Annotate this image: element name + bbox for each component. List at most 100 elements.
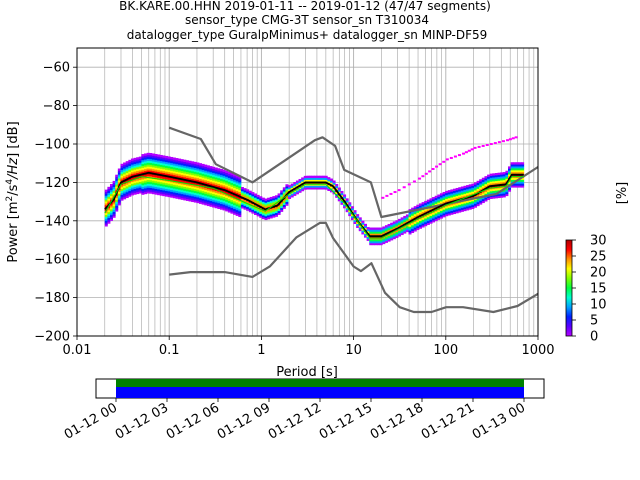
- heatmap-cell: [332, 190, 336, 193]
- heatmap-cell: [361, 224, 365, 227]
- heatmap-cell: [204, 172, 208, 175]
- heatmap-cell: [117, 170, 121, 173]
- heatmap-cell: [238, 205, 242, 208]
- heatmap-cell: [384, 230, 388, 234]
- heatmap-cell: [217, 185, 221, 188]
- heatmap-cell: [361, 232, 365, 235]
- heatmap-cell: [227, 183, 231, 186]
- heatmap-cell: [112, 213, 116, 216]
- heatmap-cell: [337, 195, 341, 198]
- heatmap-cell: [164, 161, 168, 165]
- heatmap-cell: [481, 183, 485, 186]
- heatmap-cell: [154, 178, 158, 182]
- heatmap-cell: [434, 197, 438, 201]
- heatmap-cell: [489, 183, 493, 186]
- heatmap-cell: [363, 227, 368, 230]
- heatmap-cell: [479, 192, 483, 196]
- heatmap-cell: [458, 191, 462, 194]
- heatmap-cell: [288, 187, 292, 190]
- heatmap-cell: [374, 242, 378, 246]
- heatmap-cell: [146, 152, 150, 156]
- heatmap-cell: [473, 205, 477, 208]
- heatmap-cell: [350, 215, 354, 219]
- heatmap-cell: [439, 197, 443, 200]
- heatmap-cell: [463, 195, 467, 198]
- heatmap-cell: [157, 190, 161, 194]
- heatmap-cell: [191, 165, 195, 168]
- heatmap-cell: [447, 209, 451, 212]
- heatmap-cell: [259, 211, 263, 214]
- heatmap-cell: [455, 191, 459, 195]
- outlier-cell: [470, 148, 474, 151]
- heatmap-cell: [363, 233, 368, 236]
- heatmap-cell: [329, 180, 333, 183]
- heatmap-cell: [500, 174, 504, 177]
- heatmap-cell: [133, 177, 137, 180]
- heatmap-cell: [104, 216, 108, 219]
- heatmap-cell: [162, 159, 166, 162]
- heatmap-cell: [107, 213, 111, 217]
- heatmap-cell: [311, 177, 315, 180]
- heatmap-cell: [466, 185, 470, 188]
- heatmap-cell: [123, 164, 127, 167]
- heatmap-cell: [413, 211, 417, 215]
- heatmap-cell: [154, 171, 158, 174]
- heatmap-cell: [267, 215, 271, 218]
- heatmap-cell: [212, 203, 216, 206]
- heatmap-cell: [243, 199, 247, 202]
- heatmap-cell: [468, 207, 472, 210]
- heatmap-cell: [188, 195, 192, 198]
- heatmap-cell: [460, 201, 464, 205]
- heatmap-cell: [254, 201, 258, 204]
- heatmap-cell: [254, 208, 258, 212]
- heatmap-cell: [180, 168, 184, 172]
- heatmap-cell: [353, 219, 357, 223]
- heatmap-cell: [264, 202, 268, 205]
- heatmap-cell: [209, 194, 213, 198]
- heatmap-cell: [123, 193, 127, 196]
- heatmap-cell: [144, 168, 148, 172]
- heatmap-cell: [259, 200, 263, 203]
- heatmap-cell: [350, 206, 354, 209]
- heatmap-cell: [183, 194, 187, 197]
- heatmap-cell: [151, 186, 155, 189]
- heatmap-cell: [466, 194, 470, 197]
- heatmap-cell: [269, 204, 273, 207]
- heatmap-cell: [460, 209, 464, 212]
- heatmap-cell: [206, 197, 210, 201]
- heatmap-cell: [308, 185, 313, 188]
- heatmap-cell: [149, 168, 153, 171]
- heatmap-cell: [146, 170, 150, 173]
- heatmap-cell: [115, 201, 119, 204]
- heatmap-cell: [136, 159, 140, 162]
- heatmap-cell: [183, 173, 187, 176]
- heatmap-cell: [243, 195, 247, 199]
- heatmap-cell: [180, 182, 184, 185]
- heatmap-cell: [502, 179, 506, 183]
- heatmap-cell: [138, 179, 142, 182]
- heatmap-cell: [180, 189, 184, 193]
- heatmap-cell: [437, 196, 441, 199]
- heatmap-cell: [130, 179, 134, 182]
- heatmap-cell: [217, 168, 221, 171]
- heatmap-cell: [468, 193, 472, 197]
- heatmap-cell: [298, 178, 302, 182]
- heatmap-cell: [418, 205, 422, 208]
- heatmap-cell: [280, 190, 284, 193]
- heatmap-cell: [206, 174, 210, 178]
- heatmap-cell: [489, 179, 493, 182]
- heatmap-cell: [489, 177, 493, 180]
- heatmap-cell: [115, 174, 119, 178]
- heatmap-cell: [212, 191, 216, 195]
- heatmap-cell: [421, 205, 425, 209]
- heatmap-cell: [416, 221, 420, 225]
- heatmap-cell: [222, 200, 226, 203]
- heatmap-cell: [209, 169, 213, 173]
- heatmap-cell: [521, 168, 525, 171]
- heatmap-cell: [515, 181, 519, 184]
- heatmap-cell: [473, 184, 477, 187]
- heatmap-cell: [214, 167, 218, 170]
- heatmap-cell: [235, 211, 239, 214]
- heatmap-cell: [196, 164, 200, 167]
- heatmap-cell: [104, 189, 108, 192]
